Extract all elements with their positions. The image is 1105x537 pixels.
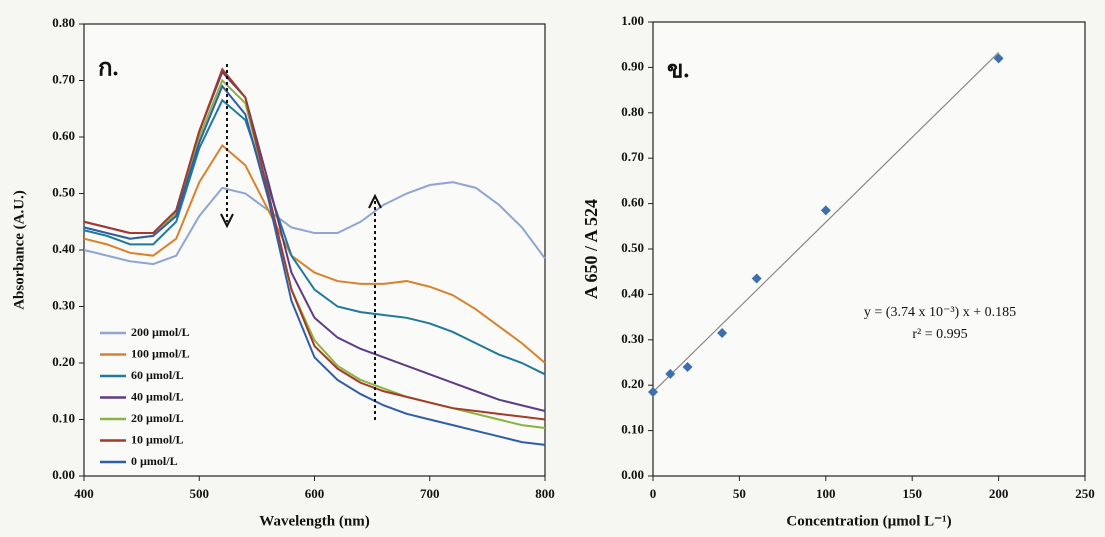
x-tick-label: 50	[733, 486, 746, 501]
spectrum-line	[83, 98, 546, 376]
trend-line	[652, 51, 1000, 393]
fit-r2: r² = 0.995	[912, 327, 967, 342]
x-tick-label: 500	[190, 486, 210, 501]
y-tick-label: 0.70	[621, 149, 644, 164]
x-tick-label: 400	[74, 486, 94, 501]
y-tick-label: 0.20	[621, 376, 644, 391]
data-point	[820, 205, 831, 216]
y-tick-label: 0.50	[52, 184, 75, 199]
x-tick-label: 250	[1075, 486, 1095, 501]
y-tick-label: 0.60	[52, 128, 75, 143]
spectrum-line	[83, 84, 546, 446]
x-tick-label: 150	[902, 486, 922, 501]
data-point	[665, 368, 676, 379]
arrow-head	[220, 213, 234, 229]
panel-label: ข.	[667, 58, 689, 84]
spectrum-line	[83, 181, 546, 266]
y-tick-label: 0.70	[52, 71, 75, 86]
panel-label: ก.	[98, 56, 119, 82]
legend-label: 40 µmol/L	[131, 389, 184, 403]
y-axis-title: Absorbance (A.U.)	[11, 190, 27, 310]
y-tick-label: 0.30	[621, 331, 644, 346]
x-tick-label: 700	[420, 486, 440, 501]
legend-label: 100 µmol/L	[131, 346, 190, 360]
y-tick-label: 0.10	[621, 422, 644, 437]
x-axis-title: Concentration (µmol L⁻¹)	[786, 513, 951, 529]
y-tick-label: 1.00	[621, 13, 644, 28]
x-tick-label: 0	[650, 486, 657, 501]
y-tick-label: 0.40	[52, 241, 75, 256]
y-tick-label: 0.00	[52, 467, 75, 482]
y-tick-label: 0.20	[52, 354, 75, 369]
legend-label: 10 µmol/L	[131, 432, 184, 446]
data-point	[717, 327, 728, 338]
y-tick-label: 0.40	[621, 285, 644, 300]
y-tick-label: 0.80	[52, 15, 75, 30]
y-axis-title: A 650 / A 524	[581, 199, 601, 299]
spectrum-line	[83, 67, 546, 421]
y-tick-label: 0.60	[621, 195, 644, 210]
data-point	[751, 273, 762, 284]
y-tick-label: 0.50	[621, 240, 644, 255]
y-tick-label: 0.30	[52, 297, 75, 312]
x-tick-label: 200	[989, 486, 1009, 501]
legend-label: 20 µmol/L	[131, 411, 184, 425]
spectrum-line	[83, 143, 546, 364]
y-tick-label: 0.80	[621, 104, 644, 119]
x-tick-label: 600	[305, 486, 325, 501]
x-tick-label: 100	[816, 486, 836, 501]
y-tick-label: 0.90	[621, 58, 644, 73]
legend-label: 60 µmol/L	[131, 368, 184, 382]
plot-area	[652, 21, 1086, 477]
x-axis-title: Wavelength (nm)	[259, 513, 369, 529]
arrow-head	[368, 193, 382, 209]
data-point	[648, 387, 658, 398]
legend-label: 0 µmol/L	[131, 454, 178, 468]
data-point	[682, 362, 693, 373]
legend-label: 200 µmol/L	[131, 325, 190, 339]
fit-equation: y = (3.74 x 10⁻³) x + 0.185	[864, 305, 1016, 320]
y-tick-label: 0.10	[52, 410, 75, 425]
x-tick-label: 800	[535, 486, 555, 501]
plot-area	[83, 23, 546, 477]
y-tick-label: 0.00	[621, 467, 644, 482]
data-point	[993, 53, 1004, 64]
